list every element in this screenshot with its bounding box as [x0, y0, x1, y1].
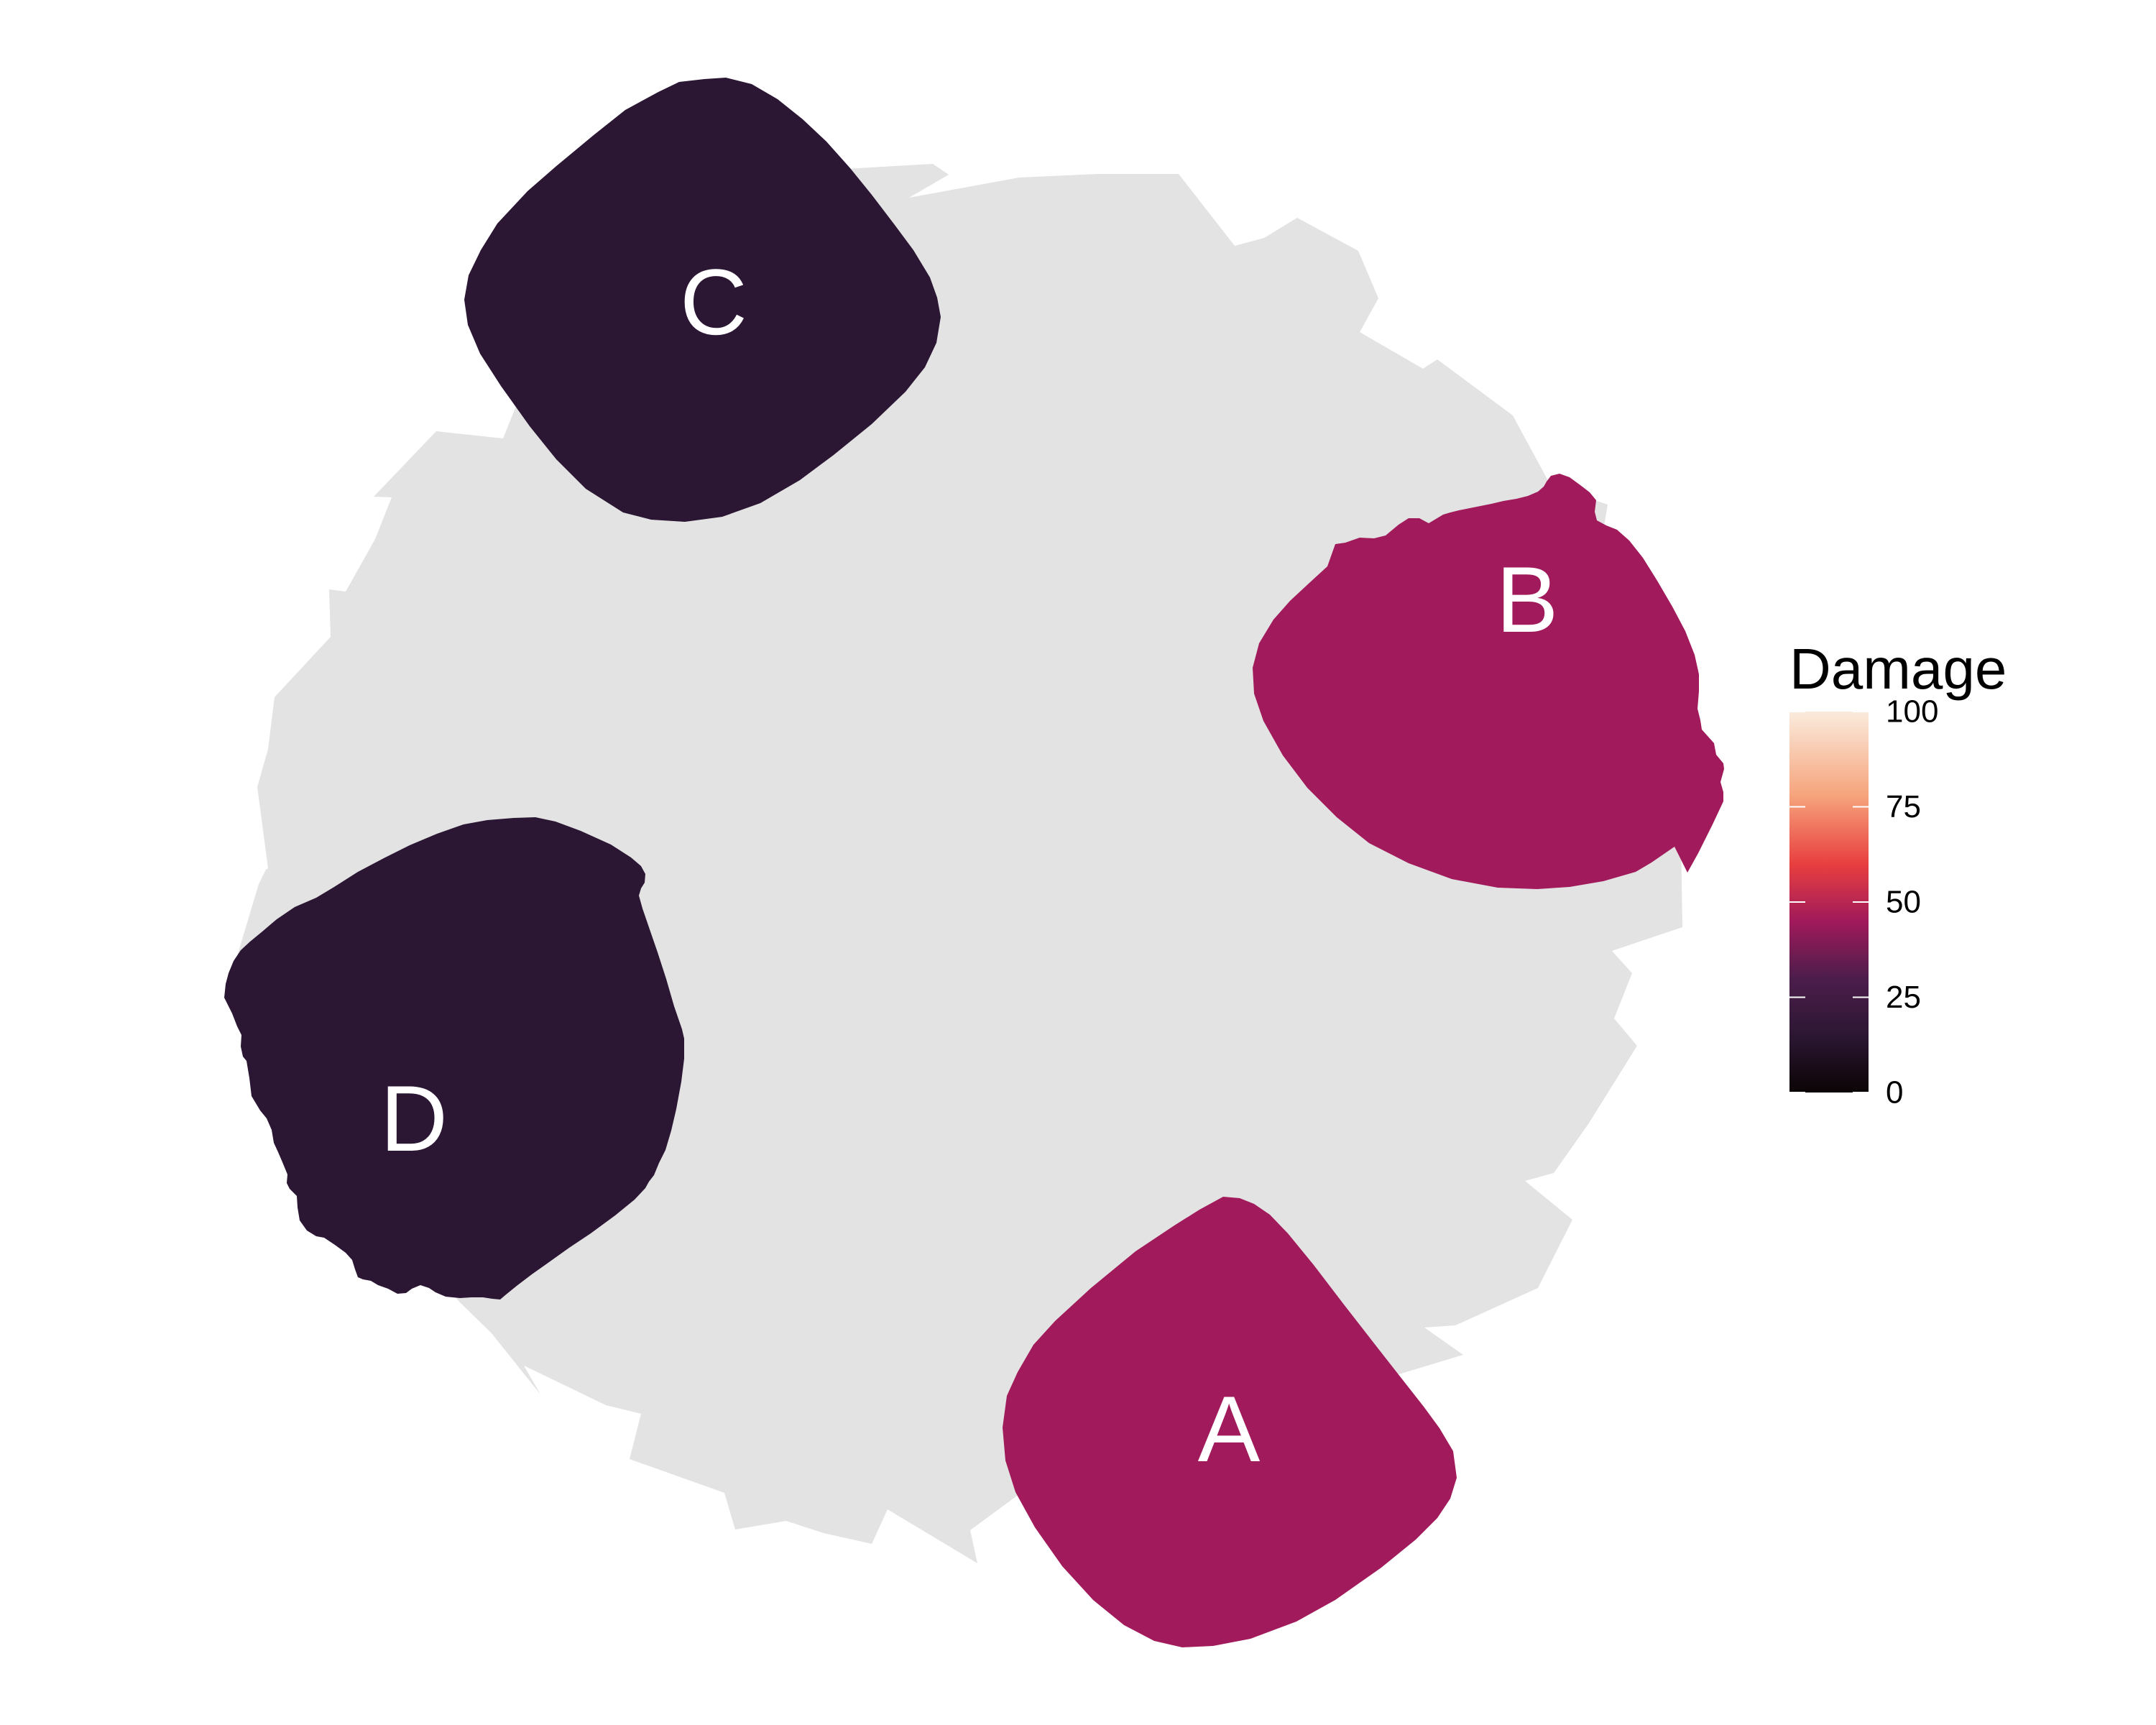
legend-title: Damage: [1789, 637, 2007, 701]
legend-ticks: 0 25 50 75 100: [1789, 694, 1938, 1110]
region-label-c: C: [680, 249, 747, 354]
legend-tick-label: 0: [1886, 1075, 1903, 1110]
region-c: [464, 78, 941, 522]
region-label-a: A: [1198, 1376, 1261, 1481]
region-label-d: D: [380, 1066, 448, 1171]
region-d: [224, 817, 684, 1300]
legend-tick-label: 25: [1886, 980, 1921, 1015]
legend-tick-label: 50: [1886, 885, 1921, 920]
region-b: [1253, 474, 1724, 889]
region-label-b: B: [1496, 547, 1559, 652]
legend-tick-label: 100: [1886, 694, 1938, 730]
region-a: [1003, 1197, 1457, 1647]
legend-tick-label: 75: [1886, 789, 1921, 824]
color-legend: Damage 0 25 50 75 100: [1789, 637, 2007, 1110]
